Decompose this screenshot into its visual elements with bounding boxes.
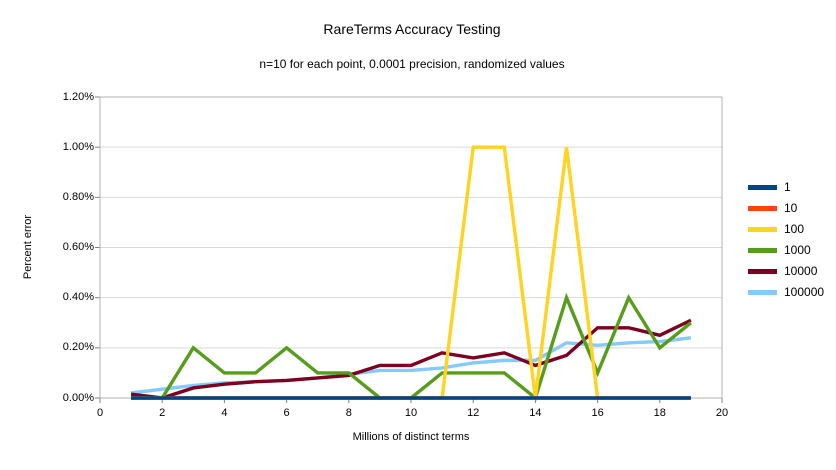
x-tick-label: 4 bbox=[221, 407, 228, 419]
legend-item-100: 100 bbox=[748, 219, 824, 240]
x-tick-label: 20 bbox=[715, 407, 729, 419]
legend-swatch-icon bbox=[748, 206, 777, 211]
y-tick-label: 0.20% bbox=[62, 341, 94, 354]
chart-subtitle: n=10 for each point, 0.0001 precision, r… bbox=[259, 57, 565, 71]
legend-item-1: 1 bbox=[748, 177, 824, 198]
x-tick-label: 10 bbox=[404, 407, 418, 419]
y-tick-label: 0.60% bbox=[62, 241, 94, 253]
y-tick-label: 0.40% bbox=[62, 291, 94, 304]
x-tick-label: 2 bbox=[159, 407, 166, 419]
legend-swatch-icon bbox=[748, 248, 777, 253]
x-axis-title: Millions of distinct terms bbox=[352, 431, 470, 443]
legend-label: 1000 bbox=[784, 243, 811, 257]
legend-label: 10000 bbox=[784, 264, 818, 278]
legend-label: 1 bbox=[784, 180, 791, 194]
x-tick-label: 16 bbox=[591, 407, 604, 419]
y-tick-label: 1.00% bbox=[62, 140, 94, 153]
y-tick-label: 0.00% bbox=[62, 391, 94, 404]
legend-item-10: 10 bbox=[748, 198, 824, 219]
chart-title: RareTerms Accuracy Testing bbox=[323, 21, 501, 37]
x-tick-label: 6 bbox=[283, 407, 290, 419]
y-tick-label: 0.80% bbox=[62, 190, 94, 203]
legend-label: 100 bbox=[784, 222, 805, 236]
series-line-100 bbox=[131, 145, 691, 400]
legend-item-100000: 100000 bbox=[748, 282, 824, 303]
legend-swatch-icon bbox=[748, 185, 777, 190]
legend-label: 100000 bbox=[784, 285, 825, 299]
x-tick-label: 8 bbox=[345, 407, 352, 419]
x-tick-label: 14 bbox=[529, 407, 542, 419]
legend-item-1000: 1000 bbox=[748, 240, 824, 261]
x-tick-label: 18 bbox=[653, 407, 666, 419]
legend-swatch-icon bbox=[748, 269, 777, 274]
x-tick-label: 12 bbox=[467, 407, 480, 419]
legend-item-10000: 10000 bbox=[748, 261, 824, 282]
y-tick-label: 1.20% bbox=[62, 90, 94, 103]
series-line-10000 bbox=[130, 318, 692, 400]
legend-swatch-icon bbox=[748, 227, 777, 232]
legend: 1 10 100 1000 10000 100000 bbox=[748, 177, 824, 303]
x-tick-label: 0 bbox=[96, 407, 104, 419]
legend-swatch-icon bbox=[748, 290, 777, 295]
legend-label: 10 bbox=[784, 201, 798, 215]
